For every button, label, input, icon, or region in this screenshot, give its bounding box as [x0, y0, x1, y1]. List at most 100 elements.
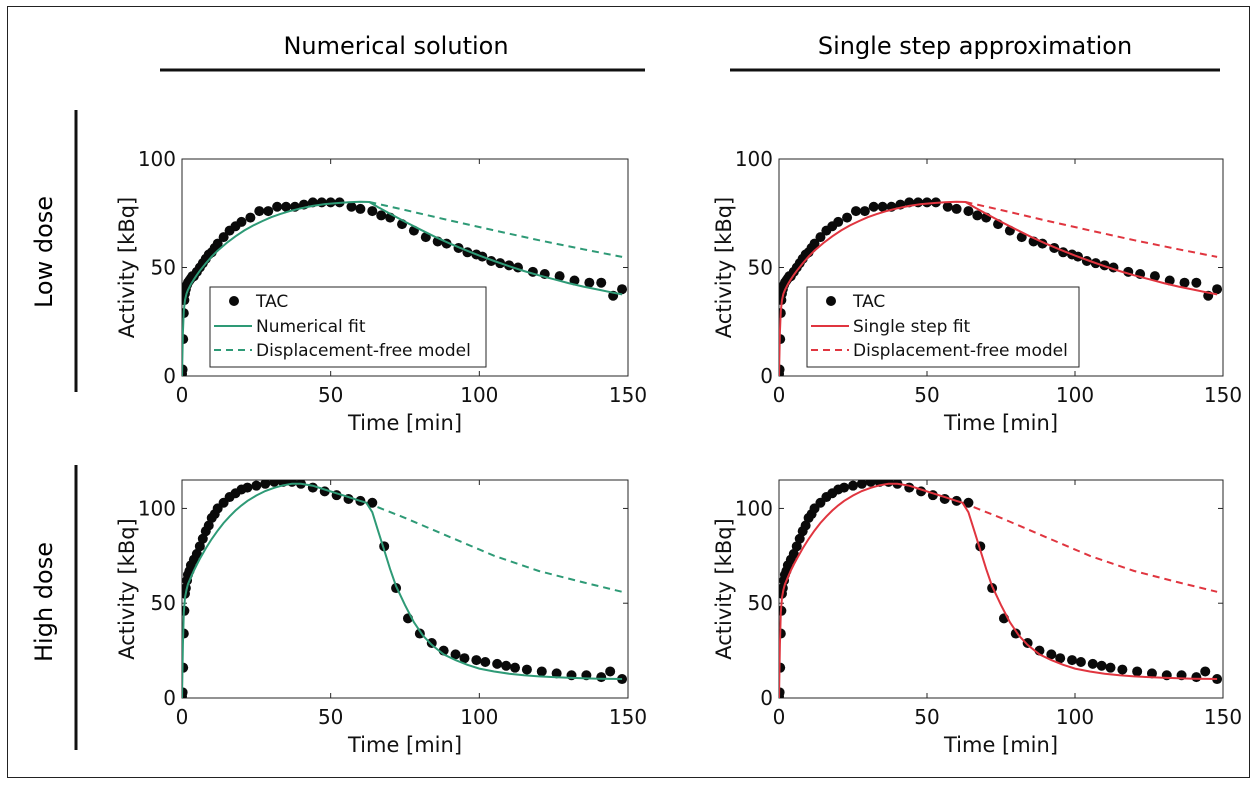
tac-point	[501, 660, 512, 671]
tac-point	[218, 232, 229, 243]
tac-point	[1191, 672, 1202, 683]
tac-point	[1096, 660, 1107, 671]
panel-low-numerical: 0 50 100 150 0 50 100 Time [min] Activity [kBq] T…	[115, 147, 647, 435]
legend-dashed-label: Displacement-free model	[853, 341, 1068, 361]
tac-point	[1067, 655, 1078, 666]
y-tick-label: 0	[163, 364, 176, 388]
y-tick-label: 100	[138, 147, 176, 171]
y-axis-label: Activity [kBq]	[712, 518, 736, 660]
tac-point	[839, 482, 850, 493]
tac-point	[788, 548, 799, 559]
tac-point	[480, 656, 491, 667]
y-tick-label: 50	[151, 256, 176, 280]
y-axis-label: Activity [kBq]	[712, 197, 736, 339]
y-tick-label: 50	[151, 591, 176, 615]
x-tick-label: 100	[460, 383, 498, 407]
displacement-free-model-line	[962, 501, 1218, 593]
tac-point	[242, 482, 253, 493]
tac-point	[426, 638, 437, 649]
tac-point	[510, 662, 521, 673]
tac-point	[1179, 277, 1190, 288]
tac-point	[254, 206, 265, 217]
tac-point	[376, 210, 387, 221]
tac-point	[865, 480, 876, 487]
tac-point	[1191, 277, 1202, 288]
tac-point	[779, 687, 785, 698]
tac-point	[281, 201, 292, 212]
legend-tac-marker	[826, 296, 836, 306]
tac-point	[551, 668, 562, 679]
x-tick-label: 150	[609, 705, 647, 729]
x-tick-label: 0	[176, 705, 189, 729]
y-tick-label: 0	[760, 364, 773, 388]
tac-point	[203, 520, 214, 531]
fit-line	[182, 200, 623, 376]
displacement-free-model-line	[365, 501, 623, 593]
tac-point	[800, 520, 811, 531]
legend-dashed-label: Displacement-free model	[256, 341, 471, 361]
tac-point	[1022, 638, 1033, 649]
tac-point	[245, 212, 256, 223]
legend-tac-marker	[229, 296, 239, 306]
x-axis-label: Time [min]	[347, 733, 462, 757]
y-tick-label: 50	[748, 591, 773, 615]
x-tick-label: 100	[460, 705, 498, 729]
row-header-low-dose: Low dose	[30, 196, 58, 308]
tac-point	[355, 203, 366, 214]
y-tick-label: 0	[163, 686, 176, 710]
tac-point	[972, 210, 983, 221]
tac-point	[833, 216, 844, 227]
tac-point	[346, 201, 357, 212]
x-axis-label: Time [min]	[943, 733, 1058, 757]
tac-point	[584, 277, 595, 288]
tac-point	[182, 364, 188, 375]
displacement-free-model-line	[369, 201, 623, 258]
tac-point	[794, 533, 805, 544]
tac-point	[269, 480, 280, 487]
tac-point	[809, 238, 820, 249]
legend-tac-label: TAC	[852, 292, 885, 312]
tac-point	[842, 212, 853, 223]
tac-point	[1132, 666, 1143, 677]
tac-point	[1046, 649, 1057, 660]
y-tick-label: 100	[138, 496, 176, 520]
plot-area	[778, 479, 1224, 699]
panel-high-single: 0 50 100 150 0 50 100 Time [min] Activity [kBq]	[712, 479, 1242, 757]
fit-line	[779, 200, 1218, 376]
x-tick-label: 150	[1204, 705, 1242, 729]
tac-point	[868, 201, 879, 212]
tac-point	[272, 201, 283, 212]
row-header-high-dose: High dose	[30, 542, 58, 662]
y-axis-label: Activity [kBq]	[115, 197, 139, 339]
tac-point	[1212, 284, 1223, 295]
plot-content	[779, 197, 1223, 376]
legend-fit-label: Single step fit	[853, 317, 971, 337]
fit-line	[182, 482, 623, 698]
tac-point	[617, 284, 628, 295]
tac-point	[922, 197, 932, 208]
tac-point	[1117, 664, 1128, 675]
y-tick-label: 100	[735, 147, 773, 171]
tac-point	[1105, 662, 1116, 673]
x-tick-label: 50	[318, 383, 343, 407]
tac-point	[1075, 656, 1086, 667]
legend-tac-label: TAC	[255, 292, 288, 312]
x-tick-label: 100	[1056, 383, 1094, 407]
tac-point	[596, 277, 607, 288]
tac-point	[1200, 666, 1211, 677]
tac-point	[779, 364, 785, 375]
tac-point	[521, 664, 532, 675]
tac-point	[848, 480, 858, 491]
tac-point	[850, 206, 861, 217]
tac-point	[197, 533, 208, 544]
y-tick-label: 0	[760, 686, 773, 710]
tac-point	[325, 197, 336, 208]
tac-point	[963, 206, 974, 217]
x-axis-label: Time [min]	[943, 411, 1058, 435]
displacement-free-model-line	[965, 201, 1218, 258]
x-tick-label: 50	[914, 705, 939, 729]
column-header-single-step: Single step approximation	[818, 32, 1132, 60]
panel-low-single: 0 50 100 150 0 50 100 Time [min] Activity [kBq] T…	[712, 147, 1242, 435]
x-tick-label: 0	[773, 705, 786, 729]
x-tick-label: 0	[773, 383, 786, 407]
